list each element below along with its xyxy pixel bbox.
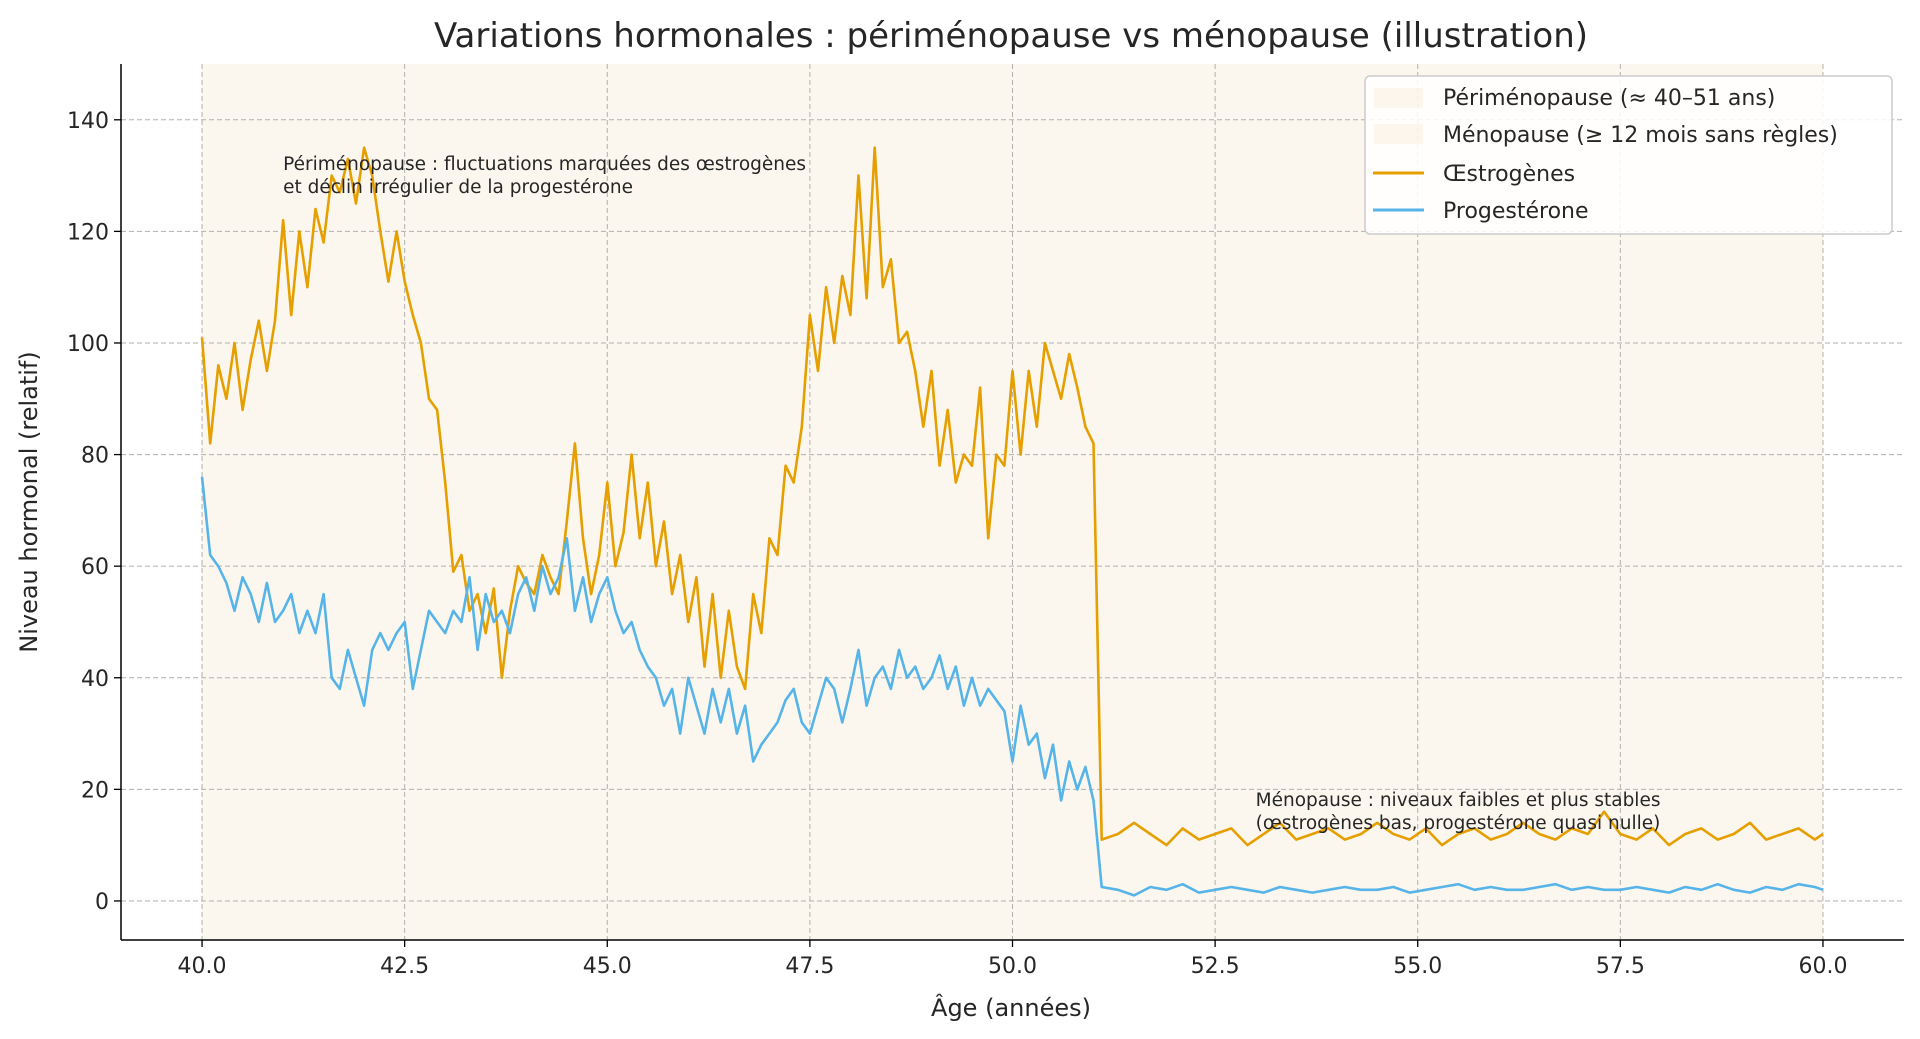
legend: Périménopause (≈ 40–51 ans) Ménopause (≥… [1364,75,1893,235]
y-tick-label: 120 [67,220,109,245]
x-tick-label: 47.5 [785,954,834,979]
x-axis-label: Âge (années) [931,993,1091,1022]
annotation-perimenopause: Périménopause : fluctuations marquées de… [283,154,806,175]
x-tick-label: 42.5 [380,954,429,979]
x-tick-label: 45.0 [583,954,632,979]
estrogen-line [200,146,1824,847]
annotation-perimenopause: et déclin irrégulier de la progestérone [283,177,633,198]
x-tick-label: 55.0 [1393,954,1442,979]
annotations: Périménopause : fluctuations marquées de… [283,154,1660,834]
legend-label-menopause: Ménopause (≥ 12 mois sans règles) [1443,123,1838,148]
span-perimenopause [202,64,1094,940]
annotation-menopause: (œstrogènes bas, progestérone quasi null… [1256,813,1661,834]
legend-swatch-perimenopause [1374,88,1423,108]
y-axis-label: Niveau hormonal (relatif) [15,351,43,653]
x-tick-label: 57.5 [1596,954,1645,979]
progesterone-line [200,476,1824,897]
legend-swatch-menopause [1374,124,1423,144]
y-tick-label: 0 [95,890,109,915]
y-tick-label: 40 [81,667,109,692]
x-tick-label: 50.0 [988,954,1037,979]
chart-title: Variations hormonales : périménopause vs… [434,16,1588,56]
legend-box [1364,75,1893,235]
y-tick-label: 20 [81,778,109,803]
legend-label-progesterone: Progestérone [1443,199,1589,224]
y-tick-label: 80 [81,444,109,469]
y-tick-label: 60 [81,555,109,580]
axes: 40.0 42.5 45.0 47.5 50.0 52.5 55.0 57.5 60.0 0 20 4… [67,64,1904,979]
y-tick-label: 100 [67,332,109,357]
series-lines [200,146,1824,897]
y-tick-label: 140 [67,109,109,134]
x-tick-label: 60.0 [1798,954,1847,979]
legend-label-perimenopause: Périménopause (≈ 40–51 ans) [1443,86,1775,111]
legend-label-estrogen: Œstrogènes [1443,162,1575,187]
x-tick-label: 40.0 [178,954,227,979]
annotation-menopause: Ménopause : niveaux faibles et plus stab… [1256,790,1661,811]
x-tick-label: 52.5 [1191,954,1240,979]
